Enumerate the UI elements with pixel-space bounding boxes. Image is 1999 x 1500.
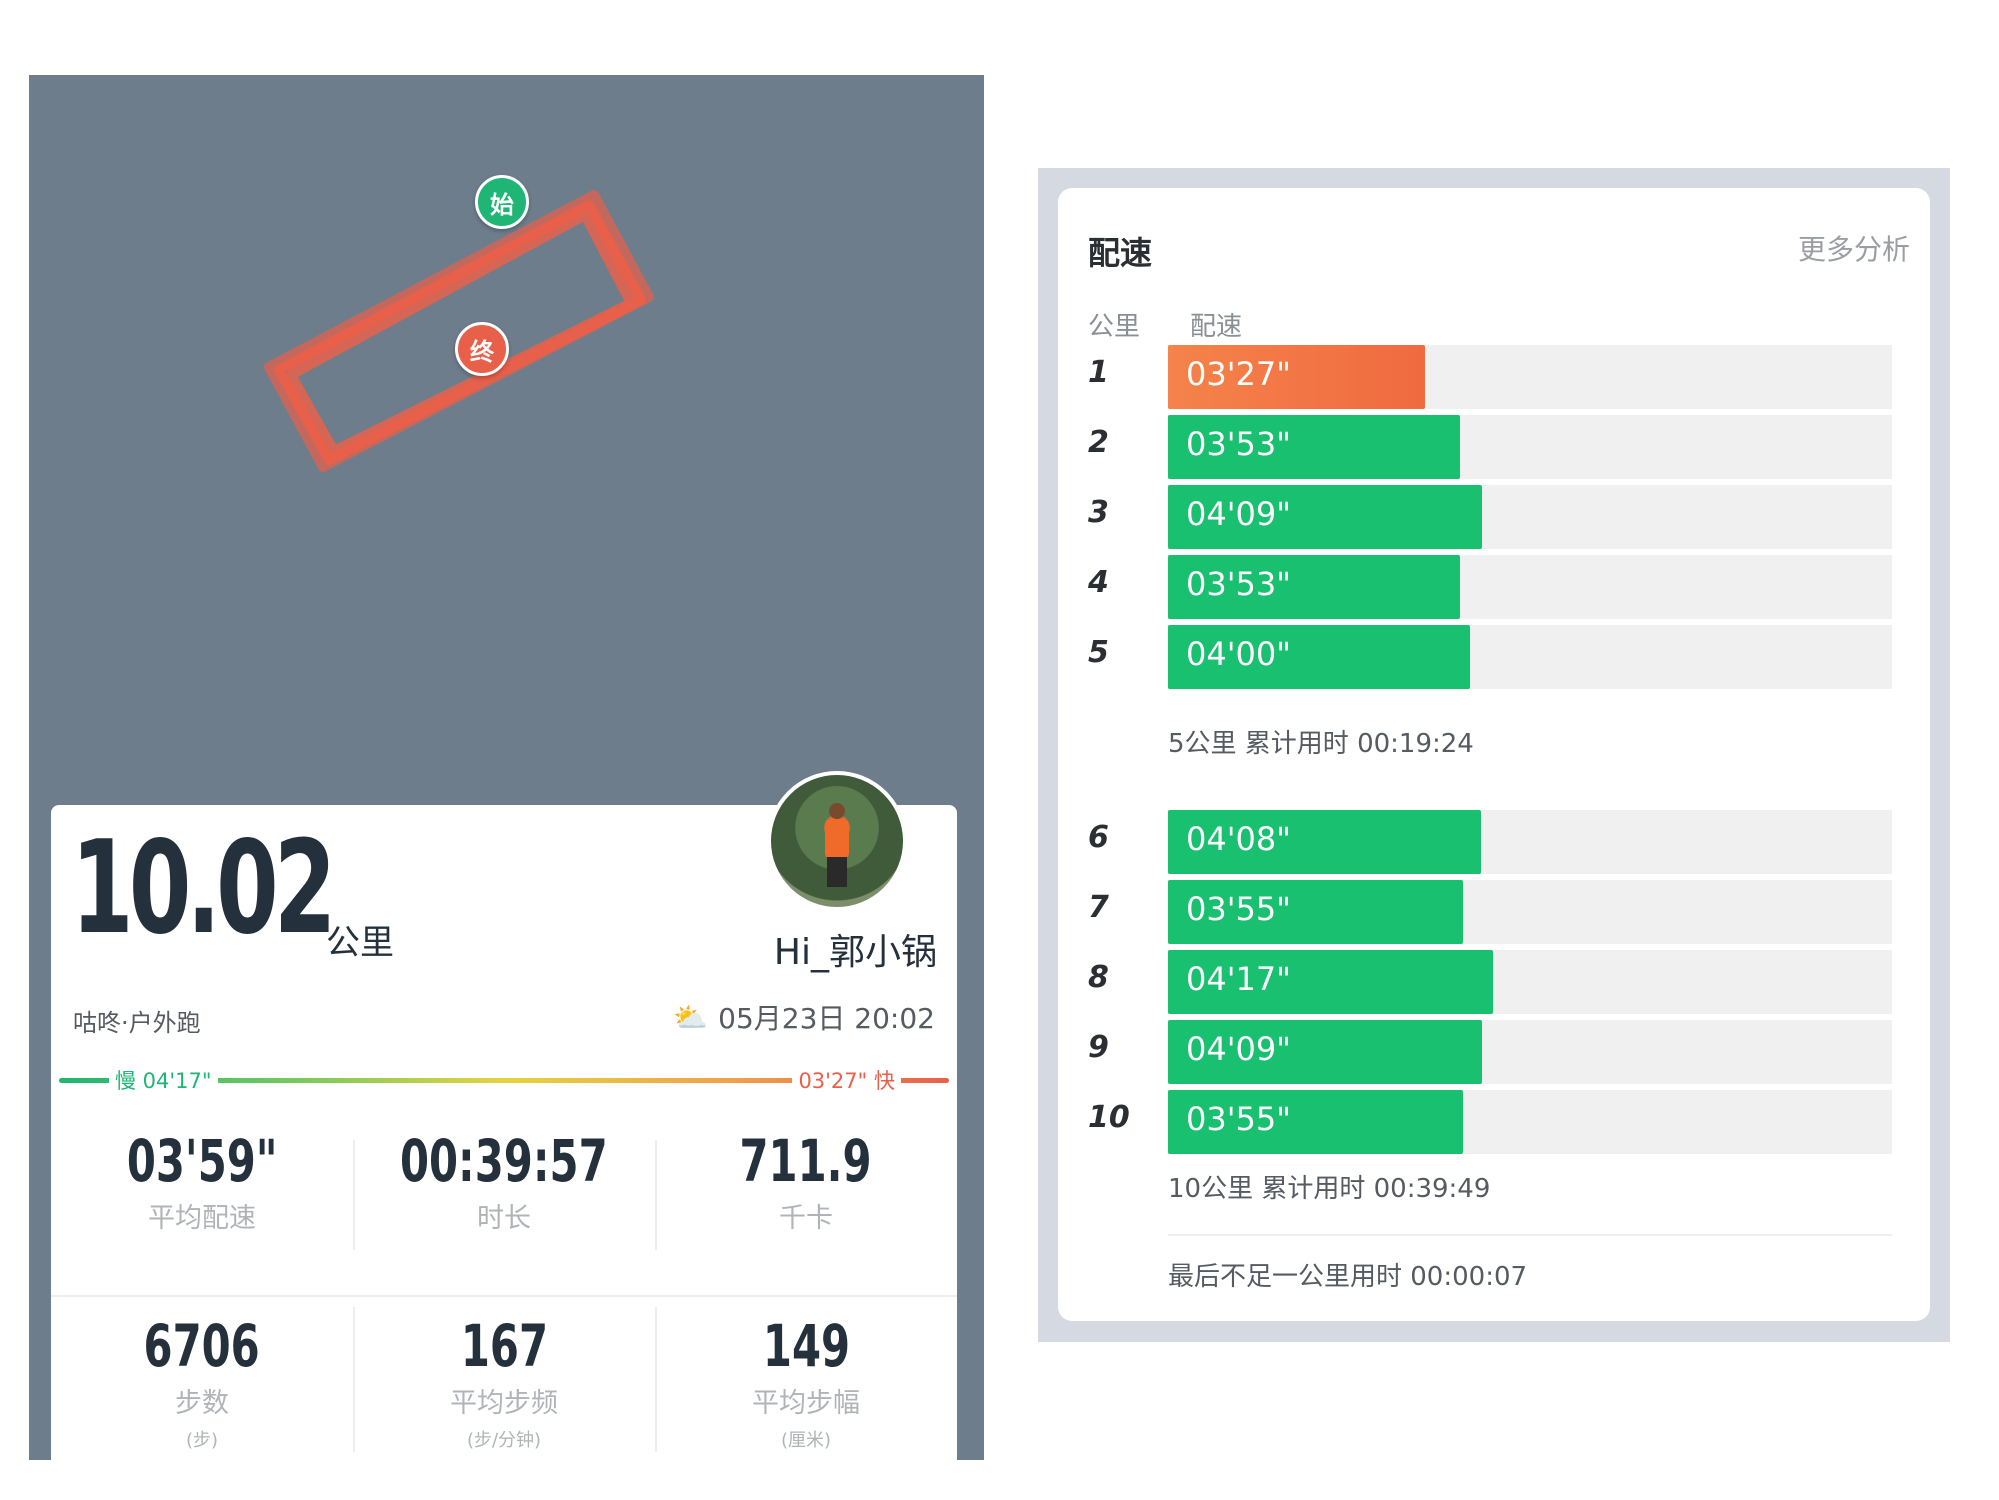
avatar[interactable]	[767, 771, 907, 911]
stat-cadence: 167 平均步频 (步/分钟)	[353, 1297, 655, 1460]
split-bar	[1168, 555, 1460, 619]
distance-value: 10.02	[71, 814, 336, 963]
distance-unit: 公里	[326, 923, 394, 963]
split-bar	[1168, 1090, 1463, 1154]
legend-fast: 03'27" 快	[792, 1065, 901, 1095]
stat-calories: 711.9 千卡	[655, 1127, 957, 1260]
stat-label: 时长	[477, 1202, 531, 1234]
pace-split-row: 7 03'55"	[1058, 880, 1930, 944]
activity-type: 咕咚·户外跑	[73, 1009, 201, 1037]
pace-split-row: 5 04'00"	[1058, 625, 1930, 689]
pace-split-row: 6 04'08"	[1058, 810, 1930, 874]
split-pace-value: 03'27"	[1186, 355, 1291, 393]
summary-card: 10.02 公里 Hi_郭小锅 咕咚·户外跑 ⛅ 05月23日 20:02 慢 …	[51, 771, 957, 1460]
split-pace-value: 03'55"	[1186, 890, 1291, 928]
datetime-text: 05月23日 20:02	[718, 1002, 935, 1035]
divider	[1168, 1234, 1892, 1236]
split-pace-value: 03'55"	[1186, 1100, 1291, 1138]
stats-row: 03'59" 平均配速 00:39:57 时长 711.9 千卡	[51, 1127, 957, 1260]
last-partial-km: 最后不足一公里用时 00:00:07	[1168, 1262, 1528, 1292]
column-header-pace: 配速	[1190, 312, 1243, 342]
pace-legend: 慢 04'17" 03'27" 快	[59, 1065, 949, 1095]
split-bar	[1168, 880, 1463, 944]
split-km-label: 6	[1088, 820, 1109, 855]
stats-row: 6706 步数 (步) 167 平均步频 (步/分钟) 149 平均步幅 (厘米…	[51, 1295, 957, 1460]
split-pace-value: 04'09"	[1186, 1030, 1291, 1068]
stat-stride: 149 平均步幅 (厘米)	[655, 1297, 957, 1460]
pace-card: 配速 更多分析 公里 配速 1 03'27" 2 03'53" 3 04'09" 4 03'5…	[1058, 188, 1930, 1321]
split-bar	[1168, 625, 1470, 689]
split-bar	[1168, 415, 1460, 479]
split-km-label: 1	[1088, 355, 1109, 390]
activity-datetime: ⛅ 05月23日 20:02	[673, 997, 935, 1037]
partly-cloudy-icon: ⛅	[673, 1000, 709, 1034]
more-analysis-link[interactable]: 更多分析	[1797, 233, 1910, 266]
stat-label: 平均配速	[148, 1202, 256, 1234]
split-bar	[1168, 485, 1482, 549]
pace-split-row: 8 04'17"	[1058, 950, 1930, 1014]
split-km-label: 8	[1088, 960, 1109, 995]
pace-title: 配速	[1088, 234, 1153, 272]
split-km-label: 5	[1088, 635, 1109, 670]
split-bar	[1168, 810, 1481, 874]
stat-duration: 00:39:57 时长	[353, 1127, 655, 1260]
stat-steps: 6706 步数 (步)	[51, 1297, 353, 1460]
end-pin: 终	[455, 322, 509, 376]
split-km-label: 7	[1088, 890, 1109, 925]
pace-split-row: 1 03'27"	[1058, 345, 1930, 409]
pace-split-row: 10 03'55"	[1058, 1090, 1930, 1154]
stat-unit: (步/分钟)	[466, 1429, 542, 1451]
split-pace-value: 04'00"	[1186, 635, 1291, 673]
avatar-photo-runner	[829, 803, 845, 819]
stat-value: 03'59"	[126, 1127, 278, 1195]
pace-split-row: 3 04'09"	[1058, 485, 1930, 549]
stat-label: 平均步幅	[752, 1387, 860, 1419]
stat-value: 167	[460, 1312, 548, 1380]
pace-panel: 配速 更多分析 公里 配速 1 03'27" 2 03'53" 3 04'09" 4 03'5…	[1038, 168, 1950, 1342]
username[interactable]: Hi_郭小锅	[773, 932, 937, 973]
split-pace-value: 03'53"	[1186, 565, 1291, 603]
split-pace-value: 04'17"	[1186, 960, 1291, 998]
stat-unit: (厘米)	[780, 1429, 832, 1451]
route-map[interactable]	[29, 75, 984, 835]
split-bar	[1168, 1020, 1482, 1084]
split-pace-value: 04'08"	[1186, 820, 1291, 858]
pace-gradient-bar	[59, 1078, 949, 1083]
pace-split-row: 4 03'53"	[1058, 555, 1930, 619]
start-pin: 始	[475, 175, 529, 229]
stat-value: 711.9	[739, 1127, 873, 1195]
split-km-label: 2	[1088, 425, 1109, 460]
pace-split-row: 9 04'09"	[1058, 1020, 1930, 1084]
split-pace-value: 03'53"	[1186, 425, 1291, 463]
stat-unit: (步)	[185, 1429, 219, 1451]
split-km-label: 10	[1088, 1100, 1130, 1135]
split-km-label: 3	[1088, 495, 1109, 530]
legend-slow: 慢 04'17"	[109, 1065, 218, 1095]
split-pace-value: 04'09"	[1186, 495, 1291, 533]
split-km-label: 9	[1088, 1030, 1109, 1065]
stat-value: 00:39:57	[400, 1127, 608, 1195]
stat-label: 平均步频	[450, 1387, 558, 1419]
stat-label: 步数	[175, 1387, 229, 1419]
run-summary-panel: 始 终 10.02 公里 Hi_郭小锅 咕咚·户外跑 ⛅ 05月23日 20:0…	[29, 75, 984, 1460]
split-km-label: 4	[1088, 565, 1109, 600]
stat-value: 6706	[143, 1312, 261, 1380]
cumulative-5km: 5公里 累计用时 00:19:24	[1168, 729, 1474, 759]
column-header-km: 公里	[1088, 312, 1141, 342]
split-bar	[1168, 950, 1493, 1014]
stat-value: 149	[762, 1312, 850, 1380]
route-track	[264, 190, 654, 472]
cumulative-10km: 10公里 累计用时 00:39:49	[1168, 1174, 1491, 1204]
stat-label: 千卡	[779, 1202, 833, 1234]
pace-split-row: 2 03'53"	[1058, 415, 1930, 479]
split-bar	[1168, 345, 1425, 409]
stat-avg-pace: 03'59" 平均配速	[51, 1127, 353, 1260]
